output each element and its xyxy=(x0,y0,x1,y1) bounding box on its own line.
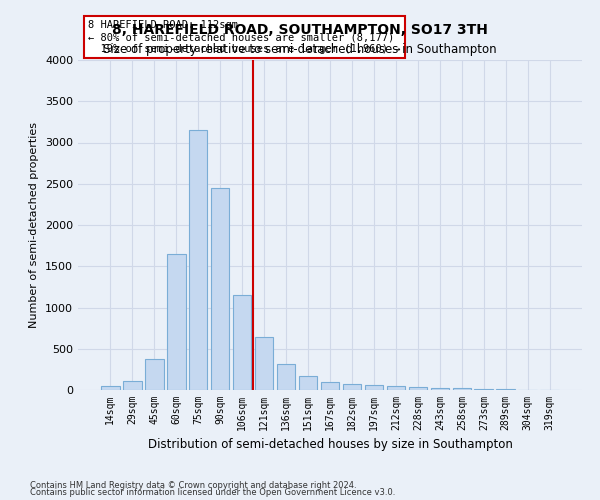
Bar xyxy=(431,388,449,390)
Bar xyxy=(101,386,119,390)
Bar xyxy=(233,295,251,390)
Text: Size of property relative to semi-detached houses in Southampton: Size of property relative to semi-detach… xyxy=(103,42,497,56)
Bar xyxy=(386,386,405,390)
Bar xyxy=(277,364,295,390)
X-axis label: Distribution of semi-detached houses by size in Southampton: Distribution of semi-detached houses by … xyxy=(148,438,512,452)
Bar xyxy=(145,360,164,390)
Bar xyxy=(409,386,427,390)
Bar xyxy=(496,389,515,390)
Y-axis label: Number of semi-detached properties: Number of semi-detached properties xyxy=(29,122,40,328)
Bar xyxy=(167,254,185,390)
Text: Contains public sector information licensed under the Open Government Licence v3: Contains public sector information licen… xyxy=(30,488,395,497)
Bar xyxy=(189,130,208,390)
Bar xyxy=(452,388,471,390)
Bar xyxy=(320,382,340,390)
Bar xyxy=(255,337,274,390)
Bar xyxy=(211,188,229,390)
Text: 8 HAREFIELD ROAD: 112sqm
← 80% of semi-detached houses are smaller (8,177)
  19%: 8 HAREFIELD ROAD: 112sqm ← 80% of semi-d… xyxy=(88,20,401,54)
Bar xyxy=(475,389,493,390)
Text: Contains HM Land Registry data © Crown copyright and database right 2024.: Contains HM Land Registry data © Crown c… xyxy=(30,480,356,490)
Text: 8, HAREFIELD ROAD, SOUTHAMPTON, SO17 3TH: 8, HAREFIELD ROAD, SOUTHAMPTON, SO17 3TH xyxy=(112,22,488,36)
Bar xyxy=(299,376,317,390)
Bar xyxy=(123,381,142,390)
Bar xyxy=(343,384,361,390)
Bar xyxy=(365,385,383,390)
